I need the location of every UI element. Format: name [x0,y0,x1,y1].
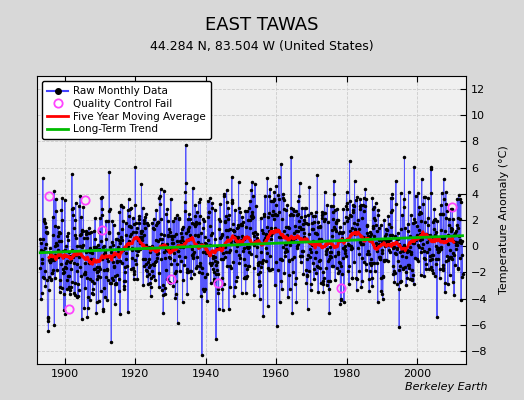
Legend: Raw Monthly Data, Quality Control Fail, Five Year Moving Average, Long-Term Tren: Raw Monthly Data, Quality Control Fail, … [42,81,211,140]
Y-axis label: Temperature Anomaly (°C): Temperature Anomaly (°C) [499,146,509,294]
Text: EAST TAWAS: EAST TAWAS [205,16,319,34]
Text: Berkeley Earth: Berkeley Earth [405,382,487,392]
Text: 44.284 N, 83.504 W (United States): 44.284 N, 83.504 W (United States) [150,40,374,53]
